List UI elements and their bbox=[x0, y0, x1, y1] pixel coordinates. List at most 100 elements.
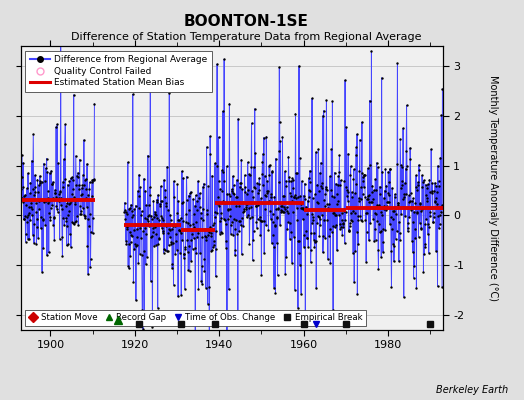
Point bbox=[63, 182, 72, 188]
Point bbox=[267, 169, 276, 176]
Point bbox=[121, 200, 129, 206]
Point bbox=[391, 236, 400, 242]
Point bbox=[419, 178, 427, 185]
Point bbox=[239, 199, 247, 205]
Point bbox=[366, 162, 374, 168]
Point bbox=[213, 162, 221, 169]
Point bbox=[379, 226, 388, 232]
Point bbox=[199, 216, 208, 223]
Point bbox=[158, 230, 167, 236]
Point bbox=[279, 193, 287, 199]
Point bbox=[77, 211, 85, 217]
Point bbox=[222, 245, 231, 252]
Point bbox=[152, 242, 160, 248]
Point bbox=[332, 212, 341, 218]
Point bbox=[122, 238, 130, 244]
Point bbox=[292, 204, 301, 211]
Point bbox=[343, 193, 352, 199]
Point bbox=[191, 245, 199, 252]
Point bbox=[331, 224, 339, 230]
Point bbox=[233, 177, 241, 183]
Point bbox=[74, 170, 82, 176]
Point bbox=[148, 324, 157, 330]
Point bbox=[428, 180, 436, 186]
Point bbox=[323, 201, 331, 207]
Point bbox=[38, 197, 47, 204]
Point bbox=[76, 211, 84, 217]
Point bbox=[247, 120, 256, 126]
Point bbox=[173, 181, 182, 188]
Point bbox=[314, 200, 322, 206]
Point bbox=[252, 218, 260, 225]
Point bbox=[377, 228, 385, 234]
Point bbox=[201, 233, 209, 239]
Point bbox=[223, 346, 231, 352]
Point bbox=[356, 216, 365, 223]
Point bbox=[410, 226, 419, 233]
Point bbox=[416, 200, 424, 206]
Point bbox=[80, 213, 89, 220]
Y-axis label: Monthly Temperature Anomaly Difference (°C): Monthly Temperature Anomaly Difference (… bbox=[488, 75, 498, 301]
Point bbox=[329, 210, 337, 216]
Point bbox=[141, 188, 149, 194]
Point bbox=[369, 196, 377, 202]
Point bbox=[328, 228, 336, 235]
Point bbox=[312, 285, 320, 292]
Point bbox=[237, 179, 245, 186]
Point bbox=[250, 106, 259, 112]
Point bbox=[78, 182, 86, 188]
Point bbox=[390, 191, 399, 198]
Point bbox=[425, 224, 433, 230]
Point bbox=[217, 229, 225, 236]
Point bbox=[314, 214, 323, 220]
Point bbox=[18, 198, 27, 205]
Point bbox=[421, 240, 429, 247]
Point bbox=[419, 268, 428, 275]
Point bbox=[212, 228, 221, 235]
Point bbox=[224, 286, 233, 292]
Point bbox=[231, 252, 239, 258]
Point bbox=[429, 204, 437, 210]
Point bbox=[274, 205, 282, 212]
Point bbox=[157, 213, 166, 219]
Point bbox=[170, 194, 178, 200]
Point bbox=[156, 202, 165, 209]
Point bbox=[209, 244, 217, 250]
Point bbox=[18, 152, 26, 158]
Point bbox=[308, 211, 316, 218]
Point bbox=[26, 190, 34, 196]
Point bbox=[273, 215, 281, 222]
Point bbox=[383, 203, 391, 209]
Point bbox=[368, 182, 377, 189]
Point bbox=[292, 195, 300, 202]
Point bbox=[69, 186, 78, 192]
Point bbox=[383, 204, 391, 211]
Point bbox=[234, 203, 243, 210]
Point bbox=[268, 240, 276, 247]
Point bbox=[73, 213, 81, 219]
Point bbox=[232, 194, 241, 200]
Point bbox=[138, 307, 146, 314]
Point bbox=[424, 221, 432, 228]
Point bbox=[263, 189, 271, 196]
Point bbox=[339, 221, 347, 228]
Point bbox=[389, 208, 397, 214]
Point bbox=[179, 175, 188, 181]
Point bbox=[216, 210, 225, 216]
Point bbox=[241, 184, 249, 190]
Point bbox=[259, 182, 267, 188]
Point bbox=[173, 210, 181, 216]
Point bbox=[332, 180, 340, 187]
Point bbox=[185, 243, 193, 249]
Point bbox=[345, 226, 353, 233]
Point bbox=[130, 206, 139, 213]
Point bbox=[246, 172, 254, 178]
Point bbox=[427, 146, 435, 152]
Point bbox=[413, 179, 422, 186]
Point bbox=[32, 224, 41, 230]
Point bbox=[197, 278, 205, 284]
Point bbox=[348, 194, 357, 200]
Point bbox=[32, 240, 41, 247]
Point bbox=[163, 207, 172, 213]
Point bbox=[392, 205, 400, 211]
